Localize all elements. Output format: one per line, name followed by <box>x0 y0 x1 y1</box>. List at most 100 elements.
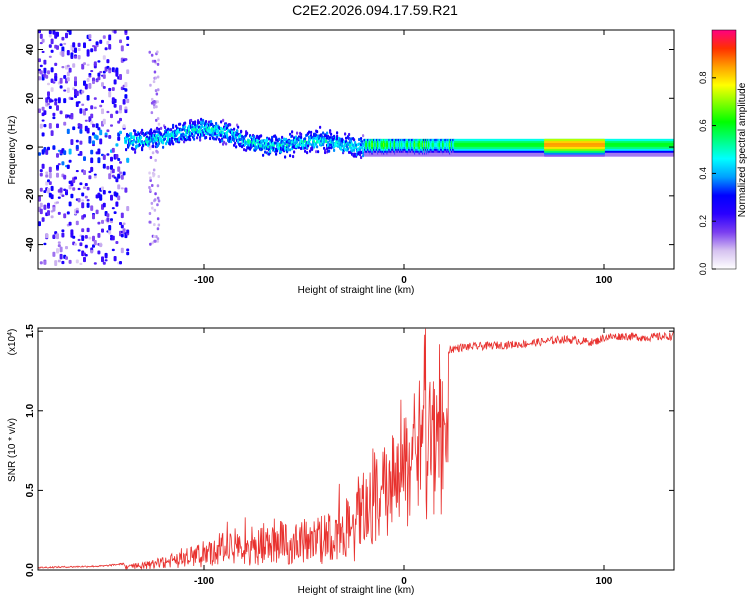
spectrogram-cell <box>84 235 88 239</box>
spectrogram-cell <box>111 87 115 92</box>
spectrogram-cell <box>126 98 130 104</box>
spectrogram-cell <box>347 147 350 151</box>
spectrogram-cell <box>220 120 223 124</box>
spectrogram-cell <box>63 89 67 92</box>
spectrogram-cell <box>148 142 151 146</box>
spectrogram-cell <box>104 47 108 51</box>
spectrogram-cell <box>149 188 152 192</box>
spectrogram-cell <box>229 123 232 127</box>
spectrogram-cell <box>50 49 54 53</box>
spectrogram-cell <box>200 117 203 121</box>
spectrogram-cell <box>150 53 154 57</box>
spectrogram-cell <box>236 129 239 133</box>
spectrogram-cell <box>90 166 94 172</box>
spectrogram-cell <box>151 59 155 63</box>
spectrogram-cell <box>102 163 106 169</box>
spectrogram-cell <box>196 124 199 128</box>
spectrogram-cell <box>154 76 158 80</box>
spectrogram-cell <box>86 202 90 208</box>
spectrogram-cell <box>125 148 128 152</box>
spectrogram-cell <box>157 175 160 178</box>
spectrogram-cell <box>260 134 263 138</box>
spectrogram-cell <box>77 42 81 47</box>
spectrogram-cell <box>148 220 151 224</box>
spectrogram-cell <box>61 232 65 238</box>
spectrogram-cell <box>88 34 92 39</box>
spectrogram-cell <box>66 164 70 170</box>
spectrogram-cell <box>151 184 154 187</box>
spectrogram-cell <box>47 210 50 216</box>
spectrogram-cell <box>149 132 152 136</box>
spectrogram-cell <box>63 213 67 219</box>
spectrogram-cell <box>148 212 152 215</box>
spectrogram-cell <box>74 55 77 59</box>
spectrogram-cell <box>149 242 152 246</box>
spectrogram-cell <box>160 126 163 130</box>
spectrogram-cell <box>278 146 281 151</box>
spectrogram-cell <box>124 82 128 88</box>
spectrogram-cell <box>204 122 207 126</box>
spectrogram-cell <box>115 178 119 183</box>
spectrogram-cell <box>48 30 52 35</box>
spectrogram-cell <box>110 124 113 127</box>
spectrogram-cell <box>115 110 119 114</box>
spectrogram-cell <box>54 62 58 67</box>
spectrogram-cell <box>83 170 86 175</box>
spectrogram-cell <box>83 186 86 189</box>
spectrogram-cell <box>97 233 101 238</box>
spectrogram-cell <box>150 111 154 115</box>
spectrogram-cell <box>57 244 61 248</box>
spectrogram-cell <box>48 55 52 58</box>
spectrogram-cell <box>66 211 70 215</box>
spectrogram-cell <box>108 173 112 180</box>
spectrogram-cell <box>84 254 88 257</box>
spectrogram-cell <box>153 235 156 238</box>
spectrogram-cell <box>157 199 161 203</box>
spectrogram-cell <box>61 36 65 41</box>
spectrogram-cell <box>61 161 65 166</box>
spectrogram-cell <box>86 49 90 55</box>
spectrogram-cell <box>41 132 45 137</box>
spectrogram-cell <box>79 262 83 266</box>
spectrogram-cell <box>164 125 167 130</box>
spectrogram-cell <box>57 259 61 263</box>
spectrogram-cell <box>83 256 86 263</box>
spectrogram-cell <box>199 129 202 133</box>
spectrogram-cell <box>108 87 112 92</box>
spectrogram-cell <box>75 90 79 97</box>
spectrogram-cell <box>289 154 292 158</box>
spectrogram-cell <box>239 134 242 138</box>
spectrogram-cell <box>350 137 353 141</box>
spectrogram-cell <box>156 196 160 200</box>
spectrogram-cell <box>47 82 50 86</box>
spectrogram-cell <box>81 103 85 106</box>
spectrogram-cell <box>102 118 106 125</box>
spectrogram-cell <box>124 88 128 92</box>
spectrogram-cell <box>111 248 115 252</box>
spectrogram-cell <box>93 61 97 66</box>
spectrogram-cell <box>332 137 335 141</box>
spectrogram-cell <box>48 105 52 110</box>
spectrogram-cell <box>39 64 43 68</box>
spectrogram-cell <box>97 72 101 77</box>
spectrogram-cell <box>156 217 160 221</box>
spectrogram-cell <box>126 229 130 234</box>
spectrogram-cell <box>113 176 117 179</box>
spectrogram-cell <box>122 99 126 105</box>
spectrogram-cell <box>101 186 104 191</box>
spectrogram-cell <box>102 35 106 39</box>
spectrogram-cell <box>52 206 56 212</box>
spectrogram-cell <box>344 148 347 152</box>
spectrogram-cell <box>152 168 156 172</box>
spectrogram-cell <box>115 71 119 77</box>
spectrogram-cell <box>63 121 67 126</box>
spectrogram-cell <box>202 118 205 123</box>
spectrogram-cell <box>70 97 74 101</box>
spectrogram-cell <box>306 151 309 155</box>
spectrogram-cell <box>111 207 115 210</box>
spectrogram-cell <box>56 172 59 178</box>
spectrogram-cell <box>156 75 160 79</box>
spectrogram-cell <box>233 127 236 131</box>
spectrogram-cell <box>74 243 77 246</box>
spectrogram-cell <box>229 135 232 139</box>
